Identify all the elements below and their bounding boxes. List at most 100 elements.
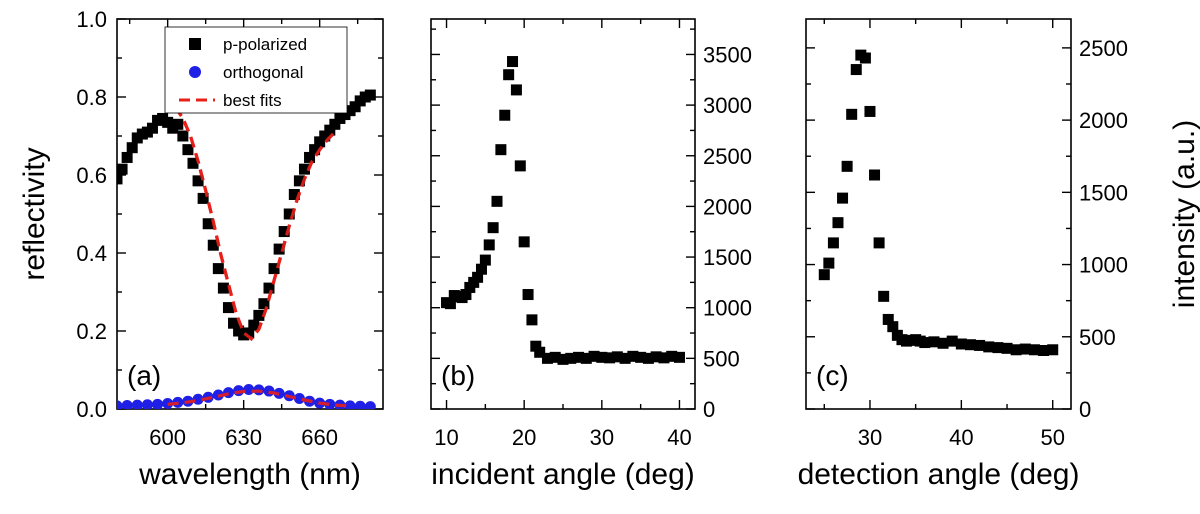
data-point xyxy=(604,352,616,364)
plot-area xyxy=(117,89,376,409)
y-tick-label: 1.0 xyxy=(76,7,107,32)
y-tick-label: 1000 xyxy=(1079,253,1128,278)
data-point xyxy=(588,350,600,362)
x-tick-label: 40 xyxy=(667,425,691,450)
fit-line-overlay xyxy=(173,105,337,342)
data-point xyxy=(444,298,456,310)
data-point xyxy=(283,208,295,220)
x-tick-label: 50 xyxy=(1040,425,1064,450)
data-point xyxy=(611,351,623,363)
x-tick-label: 20 xyxy=(512,425,536,450)
data-point xyxy=(182,144,194,156)
data-point xyxy=(526,314,538,326)
data-point xyxy=(983,341,995,353)
data-point xyxy=(278,226,290,238)
data-point xyxy=(823,257,835,269)
data-point xyxy=(666,350,678,362)
legend-label: p-polarized xyxy=(223,35,307,54)
data-point xyxy=(928,336,940,348)
y-tick-label: 1500 xyxy=(1079,180,1128,205)
data-point xyxy=(309,144,321,156)
data-point xyxy=(177,130,189,142)
data-point xyxy=(141,399,153,409)
x-axis-title: detection angle (deg) xyxy=(798,458,1080,491)
plot-frame xyxy=(430,18,696,410)
data-point xyxy=(818,269,830,281)
x-tick-label: 30 xyxy=(590,425,614,450)
data-point xyxy=(329,118,341,130)
y-tick-label: 2500 xyxy=(1079,36,1128,61)
data-point xyxy=(541,352,553,364)
data-point xyxy=(869,169,881,181)
y-tick-label: 500 xyxy=(703,346,740,371)
y-tick-label: 0.6 xyxy=(76,163,107,188)
data-point xyxy=(131,399,143,409)
data-point xyxy=(507,56,519,68)
data-point xyxy=(534,346,546,358)
data-point xyxy=(162,116,174,128)
y-axis-title: intensity (a.u.) xyxy=(1168,120,1200,308)
data-point xyxy=(530,340,542,352)
y-tick-label: 0 xyxy=(703,397,715,422)
data-point xyxy=(992,342,1004,354)
data-point xyxy=(937,337,949,349)
fit-line xyxy=(173,105,337,342)
data-point xyxy=(288,189,300,200)
data-point xyxy=(293,392,305,404)
data-point xyxy=(499,109,511,121)
data-point xyxy=(846,108,858,120)
data-point xyxy=(642,352,654,364)
y-tick-label: 0.8 xyxy=(76,85,107,110)
data-point xyxy=(887,321,899,333)
data-point xyxy=(1028,344,1040,356)
data-point xyxy=(314,136,326,148)
plot-area xyxy=(441,56,685,365)
panel-b: 10 20 30 40 0 500 1000 1500 2000 2500 3000 3500 inci… xyxy=(430,18,752,491)
y-tick-label: 0.0 xyxy=(76,397,107,422)
data-point xyxy=(293,175,305,187)
data-point xyxy=(324,398,336,409)
data-point xyxy=(596,351,608,363)
data-point xyxy=(319,130,331,142)
data-point xyxy=(263,282,275,294)
data-point xyxy=(222,302,234,314)
data-point xyxy=(364,401,376,409)
data-point xyxy=(495,144,507,156)
y-axis-title: reflectivity xyxy=(18,147,51,280)
data-point xyxy=(487,222,499,234)
data-point xyxy=(549,351,561,363)
data-point xyxy=(1038,345,1050,356)
data-point xyxy=(518,236,530,248)
legend-label: orthogonal xyxy=(223,63,303,82)
data-point xyxy=(955,338,967,350)
data-point xyxy=(248,319,260,331)
x-tick-label: 30 xyxy=(858,425,882,450)
data-point xyxy=(304,151,316,163)
panel-label: (c) xyxy=(816,360,849,391)
legend-marker xyxy=(189,66,201,78)
data-point xyxy=(864,105,876,117)
data-point xyxy=(152,398,164,409)
data-point xyxy=(349,101,361,113)
data-point xyxy=(117,173,123,185)
data-point xyxy=(228,317,240,329)
data-point xyxy=(126,142,138,154)
data-point xyxy=(483,239,495,251)
data-point xyxy=(121,151,133,163)
fit-line-overlay xyxy=(167,389,351,408)
x-tick-label: 10 xyxy=(434,425,458,450)
data-point xyxy=(522,289,534,301)
data-point xyxy=(212,263,224,275)
data-point xyxy=(324,124,336,136)
data-point xyxy=(850,64,862,76)
x-tick-label: 600 xyxy=(149,425,186,450)
data-point xyxy=(117,400,123,409)
data-point xyxy=(192,175,204,187)
data-point xyxy=(565,352,577,364)
panel-label: (b) xyxy=(441,360,475,391)
data-point xyxy=(253,309,265,321)
y-tick-label: 2500 xyxy=(703,144,752,169)
data-point xyxy=(460,289,472,301)
